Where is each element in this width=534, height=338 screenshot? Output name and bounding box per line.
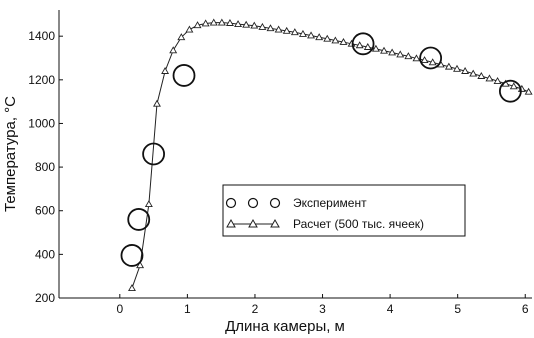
calculation-point (161, 66, 170, 74)
calculation-point (355, 41, 364, 49)
calculation-point (323, 34, 332, 42)
plot-frame (58, 10, 532, 299)
calculation-point (169, 46, 178, 54)
calculation-point (282, 26, 291, 34)
calculation-point (201, 19, 210, 27)
calculation-point (331, 36, 340, 44)
calculation-point (144, 200, 153, 208)
calculation-point (250, 21, 259, 29)
calculation-point (193, 21, 202, 29)
y-tick-label: 800 (35, 160, 55, 174)
experiment-point (120, 244, 144, 267)
legend-label-experiment: Эксперимент (293, 196, 367, 210)
y-tick-label: 1200 (28, 73, 55, 87)
calculation-point (128, 284, 136, 292)
x-axis-label: Длина камеры, м (225, 318, 345, 335)
calculation-point (298, 29, 307, 37)
experiment-point (127, 208, 151, 231)
series-layer (120, 18, 533, 292)
x-tick-label: 5 (454, 302, 461, 316)
calculation-point (524, 87, 533, 95)
y-tick-label: 600 (35, 204, 55, 218)
calculation-point (485, 74, 494, 82)
calculation-point (225, 18, 234, 26)
calculation-point (266, 24, 275, 32)
calculation-point (153, 99, 161, 107)
calculation-point (371, 44, 380, 52)
x-tick-label: 4 (387, 302, 394, 316)
x-tick-label: 3 (319, 302, 326, 316)
experiment-point (419, 46, 443, 70)
x-tick-label: 1 (184, 302, 191, 316)
legend-marker-experiment (225, 197, 281, 209)
legend-box (222, 184, 466, 237)
calculation-point (380, 46, 388, 54)
experiment-point (351, 32, 375, 56)
y-tick-label: 200 (35, 291, 55, 305)
calculation-point (217, 18, 226, 26)
calculation-point (509, 82, 518, 90)
calculation-point (404, 52, 413, 60)
legend-label-calculation: Расчет (500 тыс. ячеек) (293, 217, 424, 231)
calculation-point (290, 28, 299, 36)
axis-ticks: 200 400 600 800 1000 1200 1400 0 1 2 3 4 5 6 (28, 29, 529, 316)
calculation-point (209, 18, 218, 26)
legend-circle-marker (225, 197, 237, 209)
y-tick-label: 400 (35, 247, 55, 261)
calculation-point (388, 48, 397, 56)
y-tick-label: 1000 (28, 116, 55, 130)
calculation-point (185, 25, 194, 33)
calculation-point (258, 22, 267, 30)
calculation-point (274, 25, 283, 33)
series-line-calculation (131, 22, 529, 289)
y-tick-label: 1400 (28, 29, 55, 43)
calculation-point (396, 50, 405, 58)
calculation-point (177, 33, 186, 41)
x-tick-label: 2 (252, 302, 259, 316)
y-axis-label: Температура, °C (2, 96, 19, 212)
calculation-point (136, 261, 145, 269)
legend: Эксперимент Расчет (500 тыс. ячеек) (222, 184, 466, 237)
x-tick-label: 6 (522, 302, 529, 316)
experiment-point (142, 142, 166, 166)
x-tick-label: 0 (116, 302, 123, 316)
calculation-point (363, 42, 372, 50)
calculation-point (493, 77, 502, 84)
calculation-point (234, 20, 243, 28)
calculation-point (477, 72, 486, 79)
calculation-point (315, 33, 324, 41)
legend-triangle-marker (226, 218, 236, 228)
calculation-point (444, 62, 453, 70)
calculation-point (461, 66, 470, 74)
calculation-point (307, 31, 316, 39)
experiment-point (498, 79, 522, 103)
calculation-point (428, 58, 437, 66)
calculation-point (339, 37, 348, 45)
experiment-point (172, 64, 196, 87)
calculation-point (453, 64, 461, 72)
calculation-point (242, 20, 251, 28)
legend-circle-marker (269, 197, 281, 209)
legend-triangle-marker (248, 218, 258, 228)
calculation-point (412, 54, 421, 62)
legend-marker-calculation (226, 218, 280, 228)
legend-triangle-marker (270, 218, 280, 228)
legend-circle-marker (247, 197, 259, 209)
calculation-point (420, 56, 429, 64)
calculation-point (469, 69, 478, 77)
